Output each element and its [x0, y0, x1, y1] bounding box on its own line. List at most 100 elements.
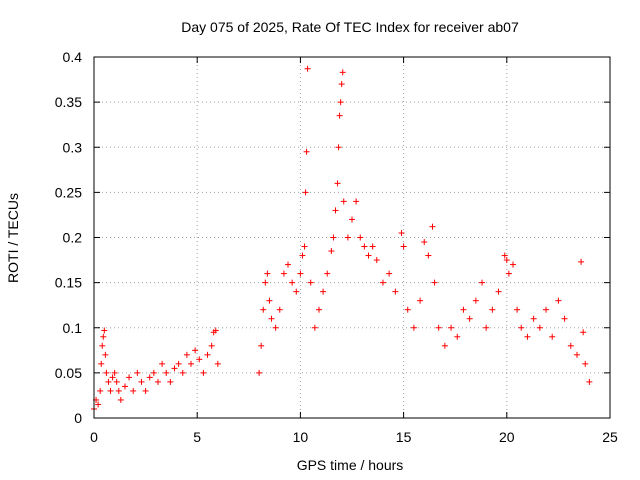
- data-point: [543, 306, 550, 313]
- data-point: [361, 243, 368, 250]
- data-point: [299, 252, 306, 259]
- data-point: [150, 369, 157, 376]
- axes: 0 5 10 15 20 25 0 0.05 0.1 0.15 0.2 0.25 0.3 0.35 0.4: [55, 49, 618, 445]
- data-point: [514, 306, 521, 313]
- data-point: [353, 198, 360, 205]
- data-point: [561, 315, 568, 322]
- data-point: [154, 378, 161, 385]
- data-point: [138, 378, 145, 385]
- data-point: [518, 324, 525, 331]
- data-point: [373, 257, 380, 264]
- y-tick-label: 0.05: [55, 365, 82, 381]
- data-point: [410, 324, 417, 331]
- data-point: [338, 81, 345, 88]
- data-point: [503, 257, 510, 264]
- data-point: [107, 387, 114, 394]
- data-point: [289, 279, 296, 286]
- data-point: [509, 261, 516, 268]
- data-point: [208, 342, 215, 349]
- data-point: [582, 360, 589, 367]
- data-point: [204, 351, 211, 358]
- data-point: [357, 234, 364, 241]
- data-point: [369, 243, 376, 250]
- y-tick-label: 0.15: [55, 275, 82, 291]
- data-point: [435, 324, 442, 331]
- data-point: [586, 378, 593, 385]
- data-point: [183, 351, 190, 358]
- data-point: [113, 378, 120, 385]
- data-point: [530, 315, 537, 322]
- data-point: [188, 360, 195, 367]
- data-point: [307, 279, 314, 286]
- data-point: [264, 270, 271, 277]
- data-point: [472, 297, 479, 304]
- y-tick-label: 0.4: [63, 49, 83, 65]
- data-point: [117, 396, 124, 403]
- y-tick-label: 0: [74, 410, 82, 426]
- x-tick-label: 15: [396, 429, 412, 445]
- data-point: [400, 243, 407, 250]
- data-point: [146, 374, 153, 381]
- data-point: [167, 378, 174, 385]
- data-point: [365, 252, 372, 259]
- data-point: [163, 369, 170, 376]
- y-tick-label: 0.2: [63, 230, 83, 246]
- data-point: [301, 243, 308, 250]
- data-point: [466, 315, 473, 322]
- data-point: [175, 360, 182, 367]
- data-point: [121, 383, 128, 390]
- data-point: [398, 229, 405, 236]
- data-point: [489, 306, 496, 313]
- data-point: [339, 69, 346, 76]
- data-point: [179, 369, 186, 376]
- data-point: [302, 189, 309, 196]
- y-tick-label: 0.3: [63, 139, 83, 155]
- data-point: [276, 306, 283, 313]
- data-point: [109, 374, 116, 381]
- x-axis-label: GPS time / hours: [297, 457, 404, 473]
- data-point: [448, 324, 455, 331]
- x-tick-label: 0: [90, 429, 98, 445]
- x-tick-label: 5: [193, 429, 201, 445]
- data-point: [256, 369, 263, 376]
- data-point: [103, 369, 110, 376]
- data-point: [101, 327, 108, 334]
- data-point: [479, 279, 486, 286]
- data-point: [334, 180, 341, 187]
- data-point: [297, 270, 304, 277]
- y-tick-label: 0.1: [63, 320, 83, 336]
- data-point: [324, 270, 331, 277]
- data-point: [303, 148, 310, 155]
- data-point: [573, 351, 580, 358]
- data-point: [425, 252, 432, 259]
- data-point: [320, 288, 327, 295]
- data-point: [505, 270, 512, 277]
- data-point: [555, 297, 562, 304]
- data-point: [196, 356, 203, 363]
- data-point: [501, 252, 508, 259]
- data-point: [272, 324, 279, 331]
- data-point: [344, 234, 351, 241]
- data-point: [567, 342, 574, 349]
- x-tick-label: 25: [602, 429, 618, 445]
- data-point: [304, 65, 311, 72]
- data-point: [214, 360, 221, 367]
- data-point: [105, 378, 112, 385]
- data-point: [549, 333, 556, 340]
- data-point: [386, 270, 393, 277]
- data-point: [115, 387, 122, 394]
- data-point: [536, 324, 543, 331]
- data-marks: [91, 65, 593, 412]
- data-point: [421, 239, 428, 246]
- data-point: [97, 387, 104, 394]
- data-point: [212, 327, 219, 334]
- data-point: [171, 365, 178, 372]
- data-point: [431, 279, 438, 286]
- data-point: [578, 258, 585, 265]
- grid: [94, 57, 610, 418]
- data-point: [332, 207, 339, 214]
- data-point: [258, 342, 265, 349]
- data-point: [441, 342, 448, 349]
- data-point: [200, 369, 207, 376]
